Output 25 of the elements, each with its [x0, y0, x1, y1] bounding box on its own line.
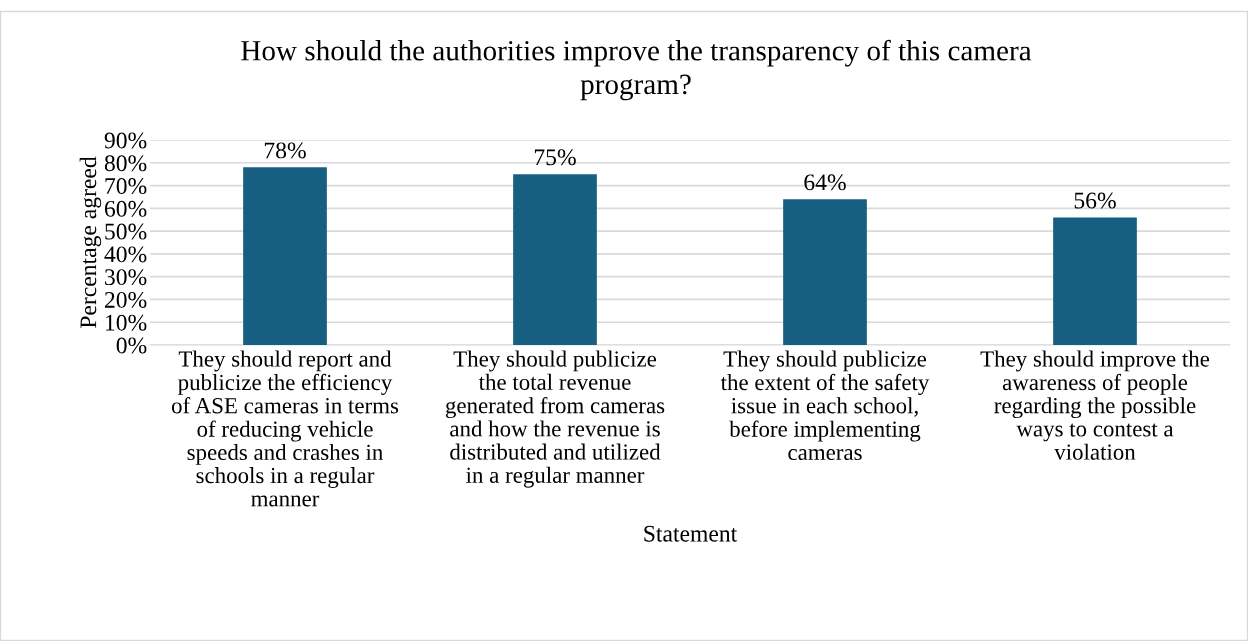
chart-title: How should the authorities improve the transparency of this camera program? [241, 39, 1032, 101]
bar [1053, 217, 1137, 345]
y-tick-label: 50% [105, 223, 147, 240]
y-tick-label: 40% [104, 246, 147, 263]
y-tick-label: 70% [105, 178, 147, 195]
bar [243, 167, 327, 345]
bar [783, 199, 867, 345]
data-label: 56% [1074, 192, 1116, 209]
y-tick-label: 20% [104, 291, 147, 308]
x-tick-label: They should publicize the total revenue generated from cameras and how the revenue is distributed and utilized in a regular manner [445, 350, 665, 488]
y-tick-label: 80% [104, 155, 147, 172]
x-axis-title: Statement [644, 525, 738, 542]
data-label: 64% [804, 174, 846, 191]
bar [513, 174, 597, 345]
y-axis-title: Percentage agreed [79, 156, 102, 329]
y-tick-label: 90% [104, 132, 147, 149]
x-tick-label: They should improve the awareness of people regarding the possible ways to contest a violation [980, 350, 1210, 460]
data-label: 78% [264, 142, 306, 159]
y-tick-label: 10% [106, 314, 147, 331]
data-label: 75% [534, 149, 576, 166]
y-tick-label: 0% [116, 337, 147, 354]
x-tick-label: They should report and publicize the efficiency of ASE cameras in terms of reducing vehicle speeds and crashes in schools in a regular manner [171, 350, 399, 507]
y-tick-label: 30% [105, 269, 147, 286]
x-tick-label: They should publicize the extent of the safety issue in each school, before implementing cameras [720, 350, 930, 461]
y-tick-label: 60% [104, 200, 147, 217]
